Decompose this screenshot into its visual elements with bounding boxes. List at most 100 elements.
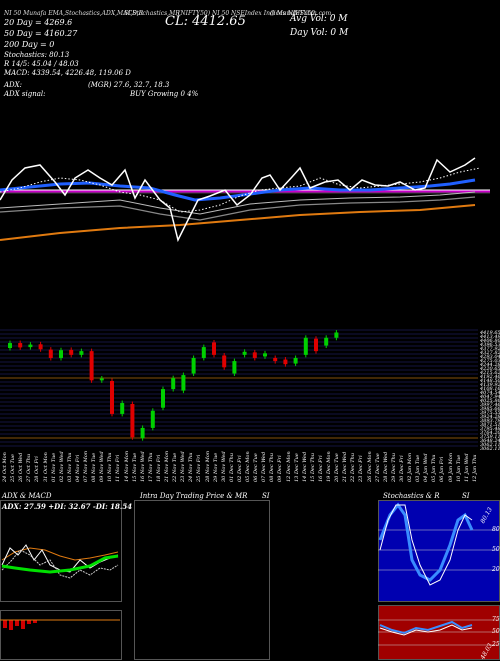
candle-body bbox=[212, 342, 216, 355]
price-tick: 4215.62 bbox=[480, 370, 500, 376]
candle-body bbox=[28, 344, 33, 348]
rsi-label: R 14/5: 45.04 / 48.03 bbox=[4, 60, 79, 68]
si-title-2: SI bbox=[462, 492, 470, 500]
price-tick: 4327.82 bbox=[480, 350, 500, 356]
price-tick: 3893.79 bbox=[480, 418, 500, 424]
stoch-label-50: 50 bbox=[492, 546, 500, 553]
price-tick: 3997.46 bbox=[480, 402, 500, 408]
candle-body bbox=[99, 378, 104, 381]
green-line bbox=[1, 554, 119, 574]
price-tick: 4377.92 bbox=[480, 346, 500, 352]
price-tick: 3924.28 bbox=[480, 414, 500, 420]
candle-body bbox=[201, 347, 206, 358]
price-tick: 4406.80 bbox=[480, 338, 500, 344]
minus-di-line bbox=[1, 549, 119, 579]
si-title: SI bbox=[262, 492, 270, 500]
price-tick: 4074.54 bbox=[480, 390, 500, 396]
ema50-label: 50 Day = 4160.27 bbox=[4, 29, 78, 38]
avg-volume: Avg Vol: 0 M bbox=[290, 14, 348, 24]
adx-macd-title: ADX & MACD bbox=[2, 492, 52, 500]
adx-line bbox=[1, 547, 119, 561]
candle-body bbox=[191, 357, 196, 374]
stoch-title: Stochastics & R bbox=[383, 492, 440, 500]
stoch-label-20: 20 bbox=[492, 566, 500, 573]
candle-body bbox=[18, 343, 23, 348]
candle-body bbox=[8, 343, 12, 349]
ema200-label: 200 Day = 0 bbox=[4, 40, 55, 49]
price-tick: 4419.65 bbox=[480, 330, 500, 336]
candle-grid bbox=[0, 329, 478, 447]
rsi-label-25: 25 bbox=[492, 641, 500, 648]
candle-body bbox=[110, 380, 114, 414]
adx-values-line: ADX: 27.59 +DI: 32.67 -DI: 18.54 bbox=[2, 502, 133, 511]
price-tick: 3062.11 bbox=[480, 446, 500, 452]
buy-signal: BUY Growing 0 4% bbox=[130, 90, 199, 98]
candle-body bbox=[140, 427, 145, 439]
price-tick: 3759.11 bbox=[480, 434, 500, 440]
header-line1: NI 50 Munafa EMA,Stochastics,ADX,MACD,R bbox=[4, 10, 144, 17]
stochastics-label: Stochastics: 80.13 bbox=[4, 51, 70, 59]
candle-body bbox=[242, 351, 247, 355]
candle-body bbox=[283, 359, 288, 365]
close-price: CL: 4412.65 bbox=[165, 14, 246, 29]
candle-body bbox=[303, 337, 308, 355]
adx-label: ADX: bbox=[4, 81, 23, 89]
header-line1d: () MunafaSutra.com bbox=[270, 10, 332, 17]
adx-signal-label: ADX signal: bbox=[4, 90, 46, 98]
gray-ma-line-2 bbox=[0, 191, 476, 215]
macd-label: MACD: 4339.54, 4226.48, 119.06 D bbox=[4, 69, 131, 77]
price-tick: 4244.28 bbox=[480, 362, 500, 368]
ema20-label: 20 Day = 4269.6 bbox=[4, 18, 73, 27]
dotted-line bbox=[0, 167, 481, 213]
price-tick: 4396.53 bbox=[480, 342, 500, 348]
candle-body bbox=[79, 351, 84, 355]
adx-panel bbox=[0, 500, 122, 602]
orange-ma-line bbox=[0, 204, 476, 241]
rsi-line-2 bbox=[379, 624, 473, 636]
price-tick: 3985.66 bbox=[480, 406, 500, 412]
price-tick: 4047.94 bbox=[480, 394, 500, 400]
header-line1b: SI,Stochastics,MR bbox=[124, 10, 180, 17]
gray-ma-line bbox=[0, 196, 476, 221]
candle-body bbox=[334, 332, 339, 338]
candle-body bbox=[48, 349, 53, 358]
day-volume: Day Vol: 0 M bbox=[290, 28, 349, 38]
candle-body bbox=[120, 403, 125, 414]
candle-body bbox=[314, 338, 318, 352]
candle-body bbox=[89, 351, 94, 381]
stoch-k-line bbox=[378, 502, 474, 582]
price-tick: 4275.03 bbox=[480, 358, 500, 364]
rsi-line bbox=[379, 620, 473, 635]
blue-ema-line bbox=[0, 178, 476, 202]
stoch-label-80: 80 bbox=[492, 526, 500, 533]
rsi-label-50: 50 bbox=[492, 628, 500, 635]
candle-body bbox=[181, 375, 186, 391]
macd-histogram bbox=[3, 620, 37, 630]
candle-body bbox=[263, 353, 267, 357]
stoch-panel bbox=[378, 500, 500, 602]
candle-body bbox=[293, 357, 298, 364]
price-tick: 4108.16 bbox=[480, 386, 500, 392]
price-tick: 4148.50 bbox=[480, 378, 500, 384]
price-tick: 4293.04 bbox=[480, 354, 500, 360]
price-tick: 4413.49 bbox=[480, 334, 500, 340]
candle-body bbox=[171, 378, 176, 390]
price-tick: 3975.55 bbox=[480, 410, 500, 416]
price-tick: 3795.48 bbox=[480, 426, 500, 432]
candle-body bbox=[232, 361, 237, 374]
rsi-label-75: 75 bbox=[492, 616, 500, 623]
adx-values: (MGR) 27.6, 32.7, 18.3 bbox=[88, 81, 170, 89]
stoch-d-line bbox=[379, 504, 473, 586]
price-tick: 3871.51 bbox=[480, 422, 500, 428]
candle-body bbox=[252, 352, 257, 358]
price-tick: 3062.11 bbox=[480, 442, 500, 448]
candle-body bbox=[273, 357, 278, 362]
price-tick: 4139.92 bbox=[480, 382, 500, 388]
price-tick: 3764.20 bbox=[480, 430, 500, 436]
price-tick: 4192.46 bbox=[480, 374, 500, 380]
header-line1c: (NIFTY50) NI 50 NSEIndex Indices NIFTY50 bbox=[178, 10, 315, 17]
price-tick: 4220.65 bbox=[480, 366, 500, 372]
